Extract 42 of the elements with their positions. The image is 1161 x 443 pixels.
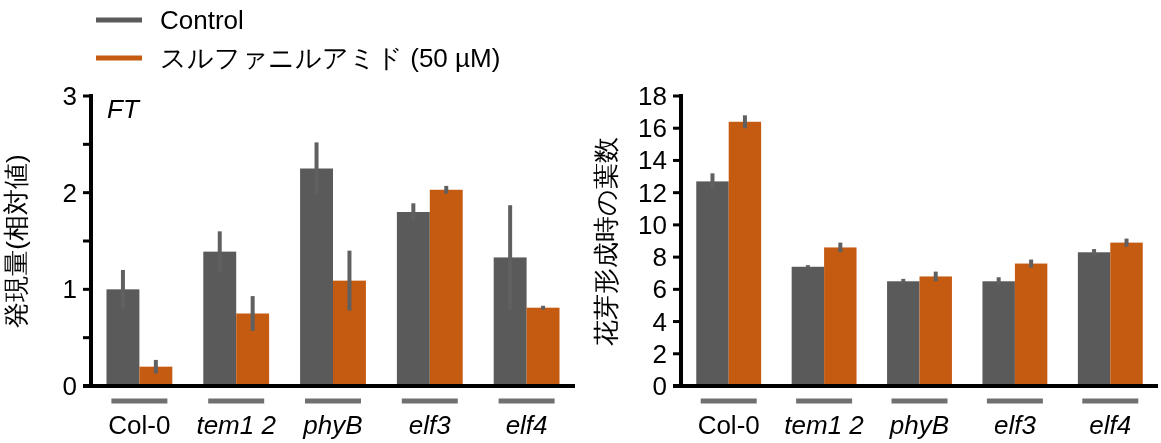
- y-tick-label: 0: [62, 371, 77, 401]
- y-tick-label: 2: [652, 338, 667, 369]
- bar: [526, 307, 560, 386]
- bar: [236, 313, 270, 386]
- bar: [1014, 263, 1048, 386]
- x-tick-label: tem1 2: [196, 410, 277, 440]
- x-tick-label: elf4: [505, 410, 548, 440]
- y-tick-label: 1: [62, 274, 77, 305]
- y-tick-label: 10: [638, 209, 667, 240]
- y-tick-label: 2: [62, 177, 77, 208]
- x-tick-label: Col-0: [108, 410, 171, 440]
- x-tick-label: tem1 2: [784, 410, 865, 440]
- x-tick-label: Col-0: [697, 410, 760, 440]
- bar: [791, 266, 825, 386]
- legend-label: スルファニルアミド (50 µM): [160, 43, 501, 73]
- y-tick-label: 16: [638, 113, 667, 144]
- y-tick-label: 8: [652, 242, 667, 273]
- bar: [887, 281, 920, 386]
- y-tick-label: 14: [638, 145, 667, 176]
- chart-title: FT: [107, 94, 141, 124]
- bar: [982, 281, 1015, 386]
- y-tick-label: 6: [652, 274, 667, 305]
- x-tick-label: elf3: [993, 410, 1037, 440]
- bar: [728, 121, 762, 386]
- y-tick-label: 0: [652, 371, 667, 401]
- y-tick-label: 18: [638, 81, 667, 111]
- x-tick-label: elf3: [408, 410, 452, 440]
- y-tick-label: 4: [652, 306, 667, 337]
- y-tick-label: 3: [62, 81, 77, 111]
- bar: [824, 247, 857, 386]
- x-tick-label: phyB: [302, 410, 363, 440]
- bar: [919, 276, 952, 386]
- bar: [429, 189, 463, 386]
- bar: [1077, 252, 1111, 386]
- y-axis-title: 花芽形成時の葉数: [591, 136, 621, 346]
- y-axis-title: 発現量(相対値): [1, 154, 31, 328]
- bar: [1110, 242, 1143, 386]
- y-tick-label: 12: [638, 177, 667, 208]
- bar: [333, 280, 366, 386]
- x-tick-label: phyB: [888, 410, 950, 440]
- legend-label: Control: [160, 5, 244, 35]
- x-tick-label: elf4: [1089, 410, 1132, 440]
